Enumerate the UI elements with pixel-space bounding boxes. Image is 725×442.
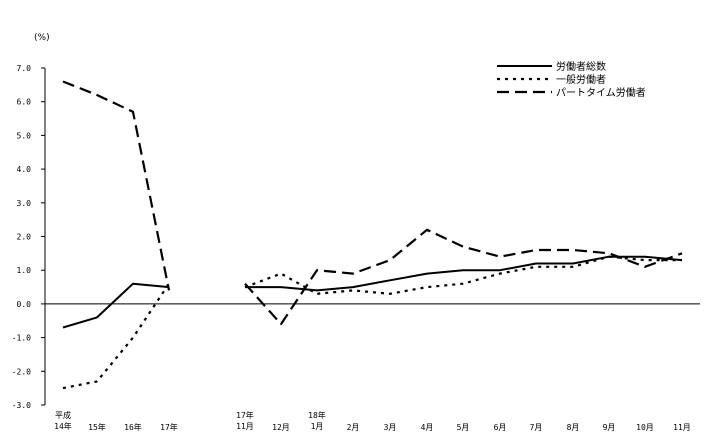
- x-tick-label: 3月: [384, 423, 397, 432]
- y-tick-label: 5.0: [17, 131, 32, 140]
- y-axis-unit-label: (%): [34, 33, 50, 43]
- x-tick-label: 9月: [603, 423, 616, 432]
- y-tick-label: 1.0: [17, 266, 32, 275]
- series-line-annual: [62, 283, 170, 390]
- x-tick-label: 4月: [421, 423, 434, 432]
- x-tick-label: 16年: [124, 422, 142, 432]
- y-tick-label: 7.0: [17, 64, 32, 73]
- y-tick-label: -1.0: [12, 334, 31, 343]
- x-tick-label: 1月: [311, 422, 324, 431]
- x-tick-label: 11月: [236, 422, 254, 431]
- y-tick-label: 6.0: [17, 98, 32, 107]
- y-tick-label: 2.0: [17, 233, 32, 242]
- x-tick-label: 平成: [55, 410, 71, 420]
- x-tick-label: 11月: [673, 423, 691, 432]
- legend-label: 一般労働者: [556, 73, 606, 86]
- legend-label: 労働者総数: [556, 60, 606, 73]
- x-tick-label: 6月: [494, 423, 507, 432]
- series-line-annual: [62, 80, 171, 291]
- x-tick-label: 17年: [236, 410, 254, 420]
- y-tick-label: -2.0: [12, 367, 31, 376]
- x-tick-label: 2月: [347, 423, 360, 432]
- y-tick-label: 0.0: [17, 300, 32, 309]
- series-line-annual: [62, 282, 170, 329]
- x-tick-label: 17年: [160, 422, 178, 432]
- x-tick-label: 5月: [457, 423, 470, 432]
- y-tick-label: -3.0: [12, 401, 31, 410]
- y-tick-label: 4.0: [17, 165, 32, 174]
- legend-label: パートタイム労働者: [556, 86, 646, 99]
- series-line-monthly: [244, 228, 683, 326]
- series-line-monthly: [245, 255, 683, 292]
- x-tick-label: 12月: [272, 423, 290, 432]
- x-tick-label: 10月: [636, 423, 654, 432]
- x-tick-label: 7月: [530, 423, 543, 432]
- y-tick-label: 3.0: [17, 199, 32, 208]
- x-tick-label: 15年: [88, 422, 106, 432]
- x-tick-label: 14年: [54, 421, 72, 431]
- series-line-monthly: [244, 255, 682, 295]
- x-tick-label: 8月: [567, 423, 580, 432]
- x-tick-label: 18年: [308, 410, 326, 420]
